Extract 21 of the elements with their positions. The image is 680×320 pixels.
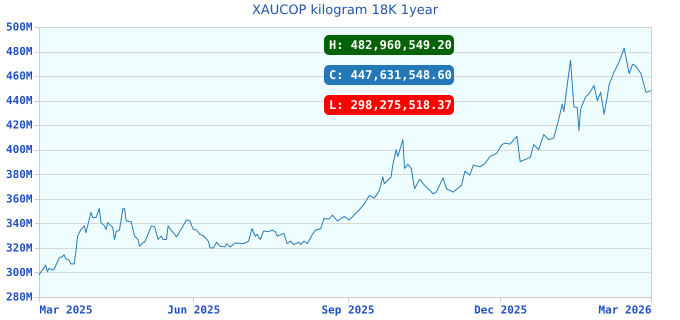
x-tick-label: Mar 2025 [40, 304, 92, 316]
x-tick-label: Mar 2026 [598, 304, 652, 316]
y-tick-label: 380M [6, 168, 33, 181]
y-tick-label: 440M [6, 94, 33, 108]
annotation: H: 482,960,549.20 [329, 38, 452, 52]
x-tick-label: Dec 2025 [474, 304, 528, 316]
y-tick-label: 280M [6, 290, 33, 304]
chart-title: XAUCOP kilogram 18K 1year [252, 3, 439, 18]
y-tick-label: 400M [6, 143, 33, 156]
y-tick-label: 340M [6, 216, 33, 230]
annotation: C: 447,631,548.60 [329, 68, 452, 82]
y-tick-label: 300M [6, 266, 33, 279]
y-tick-label: 320M [6, 241, 33, 254]
y-tick-label: 420M [6, 118, 33, 132]
y-tick-label: 360M [6, 192, 33, 206]
annotation: L: 298,275,518.37 [329, 98, 452, 112]
x-tick-label: Sep 2025 [322, 304, 375, 316]
y-tick-label: 460M [6, 70, 33, 83]
y-tick-label: 480M [6, 45, 33, 58]
x-tick-label: Jun 2025 [167, 304, 220, 316]
y-tick-label: 500M [6, 20, 33, 34]
